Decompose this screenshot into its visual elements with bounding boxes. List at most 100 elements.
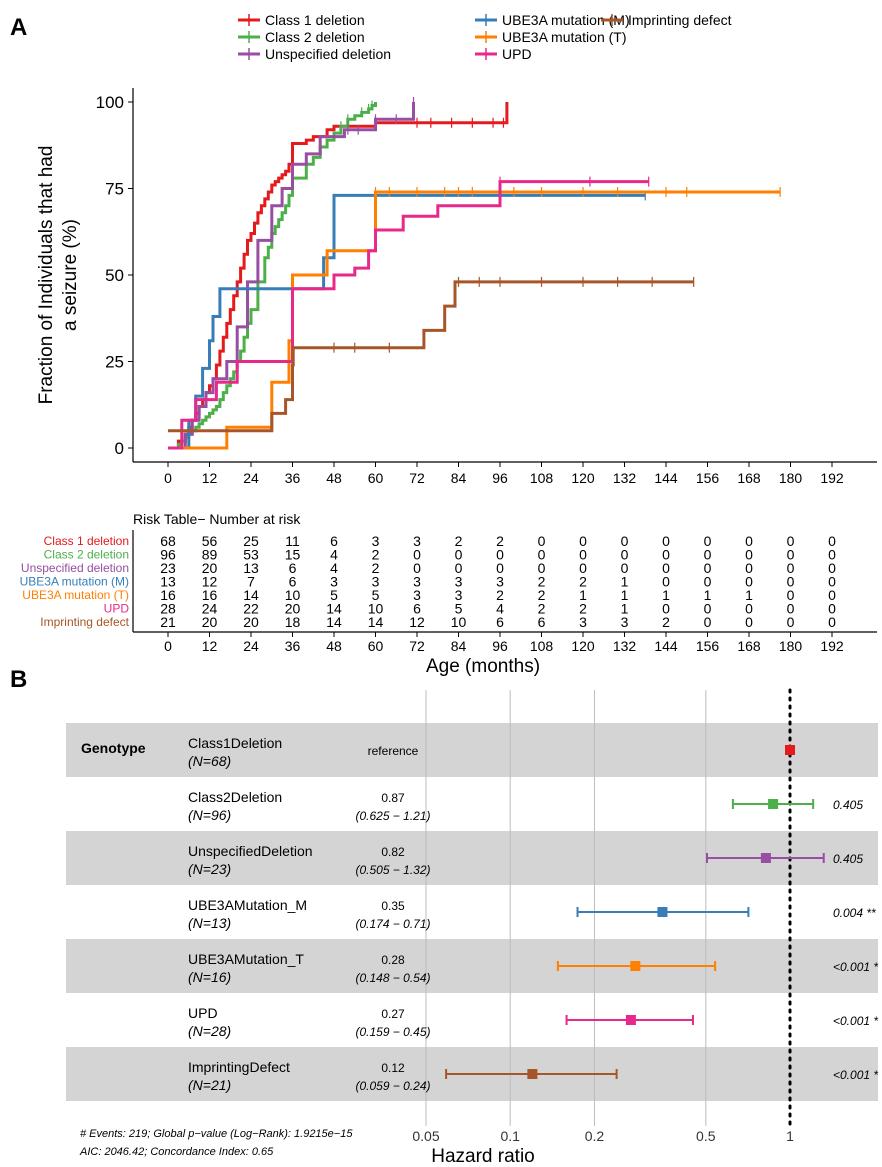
- risk-row-label: Class 2 deletion: [44, 548, 129, 562]
- risk-count: 3: [372, 533, 380, 549]
- y-tick-label: 100: [96, 93, 124, 112]
- risk-count: 0: [828, 533, 836, 549]
- risk-count: 0: [579, 547, 587, 563]
- risk-count: 6: [289, 574, 297, 590]
- risk-count: 0: [496, 560, 504, 576]
- hr-marker: [657, 907, 668, 917]
- risk-count: 25: [243, 533, 259, 549]
- row-n: (N=68): [188, 753, 231, 769]
- risk-row-label: UPD: [104, 602, 130, 616]
- forest-row-upd: UPD (N=28) 0.27 (0.159 − 0.45) <0.001 *: [188, 1005, 878, 1039]
- risk-count: 0: [745, 601, 753, 617]
- panel-a-label: A: [10, 14, 27, 41]
- risk-count: 0: [787, 587, 795, 603]
- risk-count: 3: [413, 533, 421, 549]
- risk-count: 20: [202, 614, 218, 630]
- legend-item-ube3a-mutation-m: UBE3A mutation (M): [475, 12, 630, 28]
- row-name: UBE3AMutation_M: [188, 897, 307, 913]
- risk-row-label: UBE3A mutation (T): [22, 588, 129, 602]
- risk-count: 0: [828, 574, 836, 590]
- risk-row-label: Class 1 deletion: [44, 534, 129, 548]
- y-tick-label: 50: [105, 266, 124, 285]
- x-tick-label: 0: [164, 470, 172, 486]
- x-tick-label: 144: [654, 470, 678, 486]
- km-step-line: [168, 193, 646, 450]
- row-hr: 0.27: [381, 1007, 405, 1021]
- risk-count: 20: [202, 560, 218, 576]
- x-tick-label: 60: [368, 470, 384, 486]
- risk-count: 2: [496, 533, 504, 549]
- hr-marker: [768, 799, 779, 809]
- risk-count: 14: [243, 587, 259, 603]
- x-tick-label: 48: [326, 470, 342, 486]
- legend-label: Class 2 deletion: [265, 29, 365, 45]
- risk-count: 56: [202, 533, 218, 549]
- hr-tick-label: 0.2: [585, 1128, 605, 1144]
- risk-count: 13: [160, 574, 176, 590]
- row-p-value: <0.001 *: [833, 960, 878, 974]
- risk-count: 15: [285, 547, 301, 563]
- row-hr: 0.28: [381, 953, 405, 967]
- row-hr: 0.12: [381, 1061, 405, 1075]
- risk-count: 68: [160, 533, 176, 549]
- risk-count: 0: [538, 560, 546, 576]
- y-tick-label: 75: [105, 180, 124, 199]
- x-tick-label: 120: [571, 470, 595, 486]
- risk-count: 2: [538, 574, 546, 590]
- risk-count: 0: [828, 547, 836, 563]
- risk-count: 14: [326, 601, 342, 617]
- risk-count: 0: [496, 547, 504, 563]
- km-plot-axes: 0 25 50 75 100 0 12 24 36 48 60 72 84 96 108 120 132 144 1…: [96, 88, 877, 486]
- risk-count: 11: [285, 533, 300, 549]
- risk-count: 1: [621, 601, 629, 617]
- km-curve-unspecified-deletion: [168, 97, 415, 450]
- risk-count: 0: [787, 574, 795, 590]
- risk-count: 12: [409, 614, 425, 630]
- legend-item-class-2-deletion: Class 2 deletion: [238, 29, 365, 45]
- risk-count: 0: [662, 560, 670, 576]
- risk-count: 3: [621, 614, 629, 630]
- forest-row-class2deletion: Class2Deletion (N=96) 0.87 (0.625 − 1.21) 0.…: [188, 789, 863, 823]
- row-name: UBE3AMutation_T: [188, 951, 304, 967]
- row-ci: (0.505 − 1.32): [355, 863, 430, 877]
- risk-count: 1: [579, 587, 587, 603]
- risk-count: 0: [745, 574, 753, 590]
- km-curve-upd: [168, 176, 650, 450]
- forest-row-ube3amutation-t: UBE3AMutation_T (N=16) 0.28 (0.148 − 0.54) <…: [188, 951, 878, 985]
- risk-count: 4: [330, 560, 338, 576]
- risk-count: 14: [368, 614, 384, 630]
- risk-count: 0: [745, 547, 753, 563]
- risk-count: 0: [745, 560, 753, 576]
- legend-label: Imprinting defect: [628, 12, 732, 28]
- risk-count: 0: [787, 614, 795, 630]
- risk-count: 3: [579, 614, 587, 630]
- risk-x-tick-label: 168: [737, 638, 761, 654]
- risk-count: 18: [285, 614, 301, 630]
- forest-plot: 0.05 0.1 0.2 0.5 1 Genotype Class1Deletion (N=6…: [66, 688, 878, 1144]
- risk-count: 0: [787, 601, 795, 617]
- hr-marker: [630, 961, 641, 971]
- risk-count: 20: [243, 614, 259, 630]
- km-curve-ube3a-mutation-m: [168, 190, 646, 450]
- risk-count: 21: [160, 614, 176, 630]
- risk-count: 0: [704, 560, 712, 576]
- risk-x-tick-label: 120: [571, 638, 595, 654]
- hr-marker: [785, 745, 795, 755]
- risk-count: 0: [704, 614, 712, 630]
- km-curve-imprinting-defect: [168, 276, 695, 433]
- risk-count: 0: [704, 601, 712, 617]
- risk-count: 2: [372, 547, 380, 563]
- row-shading: [66, 939, 878, 993]
- legend-item-ube3a-mutation-t: UBE3A mutation (T): [475, 29, 627, 45]
- risk-count: 0: [745, 614, 753, 630]
- x-axis-title: Age (months): [426, 656, 540, 677]
- risk-row-label: UBE3A mutation (M): [20, 575, 129, 589]
- risk-count: 10: [368, 601, 384, 617]
- risk-count: 5: [372, 587, 380, 603]
- risk-count: 6: [538, 614, 546, 630]
- risk-count: 0: [787, 547, 795, 563]
- km-curves: [168, 97, 781, 450]
- risk-count: 0: [413, 560, 421, 576]
- legend-item-imprinting-defect: Imprinting defect: [601, 12, 732, 28]
